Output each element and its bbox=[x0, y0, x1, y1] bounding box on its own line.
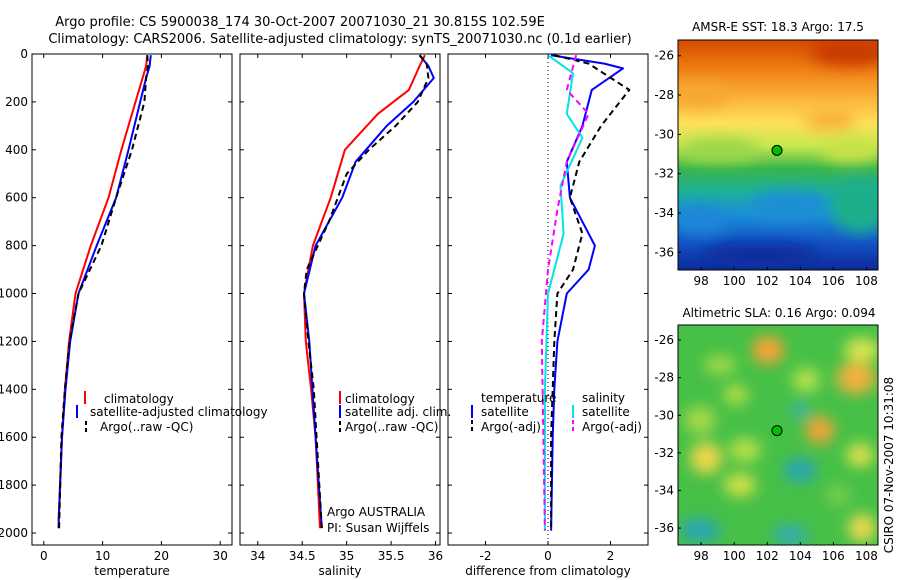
map-x-tick-label: 98 bbox=[693, 549, 708, 563]
legend-heading-temperature: temperature bbox=[481, 391, 556, 405]
x-tick-label: 35 bbox=[339, 549, 354, 563]
x-tick-label: 10 bbox=[95, 549, 110, 563]
sst-map-axes: 98 100 102 104 106 108 -26 -28 -30 -32 -34 -36 bbox=[654, 49, 877, 288]
sst-map-frame bbox=[677, 39, 879, 271]
map-x-tick-label: 106 bbox=[822, 274, 845, 288]
sst-map-title: AMSR-E SST: 18.3 Argo: 17.5 bbox=[692, 20, 864, 34]
x-tick-label: 0 bbox=[40, 549, 48, 563]
y-tick-label: 1200 bbox=[0, 334, 28, 348]
map-x-tick-label: 102 bbox=[756, 549, 779, 563]
x-tick-label: -2 bbox=[480, 549, 492, 563]
y-tick-label: 1400 bbox=[0, 382, 28, 396]
x-tick-label: 2 bbox=[607, 549, 615, 563]
legend-label-sal-satellite: satellite bbox=[582, 405, 630, 419]
sla-map-title: Altimetric SLA: 0.16 Argo: 0.094 bbox=[682, 306, 875, 320]
sla-map-axes: 98 100 102 104 106 108 -26 -28 -30 -32 -34 -36 bbox=[654, 333, 877, 563]
sla-argo-location-marker bbox=[771, 425, 783, 437]
y-tick-label: 200 bbox=[5, 95, 28, 109]
map-x-tick-label: 98 bbox=[693, 274, 708, 288]
x-tick-label: 34.5 bbox=[289, 549, 316, 563]
plot-frame bbox=[31, 53, 233, 546]
temperature-profile-panel: 0 200 400 600 800 1000 1200 1400 1600 1800 2000 0 10… bbox=[0, 47, 233, 578]
map-y-tick-label: -28 bbox=[654, 88, 674, 102]
legend-label-argo: Argo(..raw -QC) bbox=[100, 420, 193, 434]
map-x-tick-label: 108 bbox=[855, 274, 878, 288]
map-y-tick-label: -28 bbox=[654, 371, 674, 385]
argo-australia-annotation: Argo AUSTRALIA bbox=[327, 505, 426, 519]
map-y-tick-label: -30 bbox=[654, 408, 674, 422]
map-x-tick-label: 102 bbox=[756, 274, 779, 288]
plot-frame bbox=[239, 53, 441, 546]
series-line-argo-adj- bbox=[550, 54, 631, 531]
legend-label-temp-argo: Argo(-adj) bbox=[481, 420, 541, 434]
map-y-tick-label: -34 bbox=[654, 483, 674, 497]
legend-label-satellite: satellite adj. clim. bbox=[345, 405, 451, 419]
footer-timestamp: CSIRO 07-Nov-2007 10:31:08 bbox=[882, 377, 896, 553]
map-y-tick-label: -30 bbox=[654, 127, 674, 141]
series-line-argo-adj- bbox=[540, 54, 590, 531]
y-tick-label: 400 bbox=[5, 143, 28, 157]
legend-heading-salinity: salinity bbox=[582, 391, 625, 405]
y-tick-label: 800 bbox=[5, 239, 28, 253]
temperature-legend: climatology satellite-adjusted climatolo… bbox=[76, 391, 268, 434]
x-tick-label: 34 bbox=[250, 549, 265, 563]
series-line-satellite bbox=[550, 54, 624, 531]
legend-label-argo: Argo(..raw -QC) bbox=[345, 420, 438, 434]
salinity-legend: climatology satellite adj. clim. Argo(..… bbox=[339, 391, 451, 434]
map-y-tick-label: -26 bbox=[654, 49, 674, 63]
x-tick-label: 20 bbox=[154, 549, 169, 563]
salinity-profile-panel: 34 34.5 35 35.5 36 salinity bbox=[239, 53, 443, 578]
x-tick-label: 36 bbox=[428, 549, 443, 563]
y-tick-label: 2000 bbox=[0, 526, 28, 540]
x-axis-label: salinity bbox=[318, 564, 361, 578]
map-y-tick-label: -32 bbox=[654, 446, 674, 460]
y-tick-label: 1000 bbox=[0, 287, 28, 301]
series-line-climatology bbox=[303, 54, 426, 529]
x-tick-label: 0 bbox=[544, 549, 552, 563]
legend-label-satellite: satellite-adjusted climatology bbox=[90, 405, 268, 419]
x-tick-label: 30 bbox=[213, 549, 228, 563]
figure-title-line2: Climatology: CARS2006. Satellite-adjuste… bbox=[48, 32, 631, 47]
legend-label-climatology: climatology bbox=[345, 392, 415, 406]
map-y-tick-label: -36 bbox=[654, 521, 674, 535]
y-tick-label: 1600 bbox=[0, 430, 28, 444]
x-axis-label: difference from climatology bbox=[465, 564, 631, 578]
map-x-tick-label: 100 bbox=[723, 274, 746, 288]
y-tick-label: 1800 bbox=[0, 478, 28, 492]
map-y-tick-label: -36 bbox=[654, 245, 674, 259]
legend-label-climatology: climatology bbox=[104, 392, 174, 406]
map-x-tick-label: 100 bbox=[723, 549, 746, 563]
map-y-tick-label: -32 bbox=[654, 167, 674, 181]
pi-annotation: PI: Susan Wijffels bbox=[327, 521, 429, 535]
series-line-argo-raw-qc- bbox=[303, 54, 430, 529]
map-x-tick-label: 104 bbox=[789, 274, 812, 288]
sla-map-frame bbox=[677, 324, 879, 546]
map-y-tick-label: -34 bbox=[654, 206, 674, 220]
y-tick-label: 0 bbox=[20, 47, 28, 61]
series-line-argo-raw-qc- bbox=[58, 55, 149, 529]
map-x-tick-label: 104 bbox=[789, 549, 812, 563]
figure-title-line1: Argo profile: CS 5900038_174 30-Oct-2007… bbox=[55, 15, 545, 30]
x-tick-label: 35.5 bbox=[378, 549, 405, 563]
difference-legend: temperature satellite Argo(-adj) salinit… bbox=[471, 391, 642, 434]
map-y-tick-label: -26 bbox=[654, 333, 674, 347]
legend-label-sal-argo: Argo(-adj) bbox=[582, 420, 642, 434]
legend-label-temp-satellite: satellite bbox=[481, 405, 529, 419]
map-x-tick-label: 106 bbox=[822, 549, 845, 563]
y-tick-label: 600 bbox=[5, 191, 28, 205]
x-axis-label: temperature bbox=[94, 564, 169, 578]
sst-argo-location-marker bbox=[771, 144, 783, 156]
map-x-tick-label: 108 bbox=[855, 549, 878, 563]
